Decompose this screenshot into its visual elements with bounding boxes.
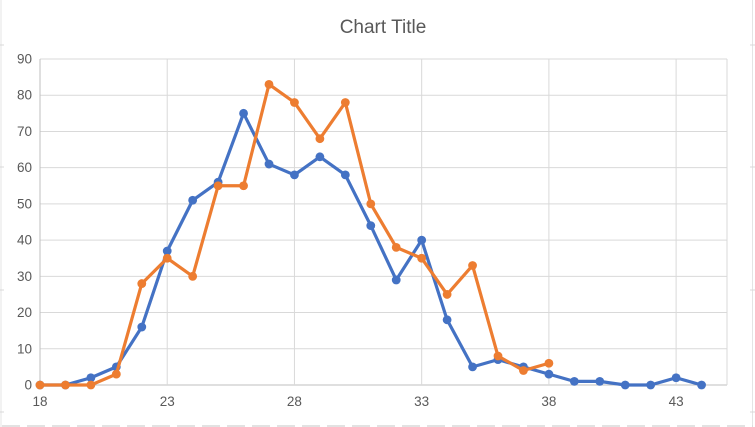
series-2-orange-marker [290,98,299,107]
series-1-blue-marker [162,246,172,256]
series-2-orange-marker [366,199,376,209]
series-1-blue-marker [569,376,579,386]
x-axis-tick-label: 18 [32,394,47,409]
series-1-blue-marker [620,380,630,390]
series-1-blue-marker [137,322,147,332]
series-1-blue-marker [188,195,198,205]
series-2-orange-marker [239,181,248,191]
series-1-blue-marker [315,152,325,162]
series-2-orange-marker [264,79,274,89]
y-axis-tick-label: 20 [17,305,32,320]
series-1-blue-marker [442,315,452,325]
series-1-blue-marker [697,380,706,390]
series-2-orange-marker [162,253,172,263]
series-2-orange-marker [544,358,554,368]
series-2-orange-marker [442,290,452,299]
series-2-orange-marker [417,253,427,263]
series-2-orange-marker [35,380,45,390]
y-axis-tick-label: 80 [17,88,32,103]
series-1-blue-marker [366,221,376,231]
series-1-blue-marker [544,369,554,379]
series-2-orange-marker [340,98,350,107]
y-axis-tick-label: 30 [17,269,32,284]
series-2-orange-marker [493,351,503,361]
series-2-orange-marker [315,134,325,144]
series-2-orange-marker [137,279,147,288]
series-2-orange-marker [468,261,477,270]
x-axis-tick-label: 38 [541,394,556,409]
series-1-blue-marker [671,373,681,383]
series-1-blue-marker [264,159,274,169]
y-axis-tick-label: 10 [17,341,32,356]
series-2-orange-marker [391,242,401,252]
series-1-blue-marker [86,373,96,383]
series-1-blue-line [38,111,704,387]
series-1-blue-marker [290,170,299,180]
y-axis-tick-label: 60 [17,160,32,175]
series-1-blue-marker [646,380,656,390]
series-2-orange-marker [188,271,198,281]
y-axis-tick-label: 50 [17,196,32,211]
y-axis-tick-label: 40 [17,233,32,248]
y-axis-tick-label: 0 [24,378,32,393]
series-2-orange-marker [86,380,96,390]
series-1-blue-marker [468,362,477,372]
chart-title: Chart Title [340,17,427,38]
series-1-blue-marker [239,108,248,118]
series-1-blue-marker [417,235,427,245]
series-1-blue-marker [595,376,605,386]
x-axis-tick-label: 23 [160,394,175,409]
series-1-blue-marker [340,170,350,180]
series-2-orange-marker [111,369,121,379]
x-axis-tick-label: 33 [414,394,429,409]
x-axis-tick-label: 28 [287,394,302,409]
series-1-blue-marker [391,275,401,285]
x-axis-tick-label: 43 [669,394,684,409]
series-2-orange-marker [519,366,528,375]
series-2-orange-marker [213,181,223,191]
series-2-orange-marker [61,380,70,390]
y-axis-tick-label: 70 [17,124,32,139]
y-axis-tick-label: 90 [17,52,32,67]
